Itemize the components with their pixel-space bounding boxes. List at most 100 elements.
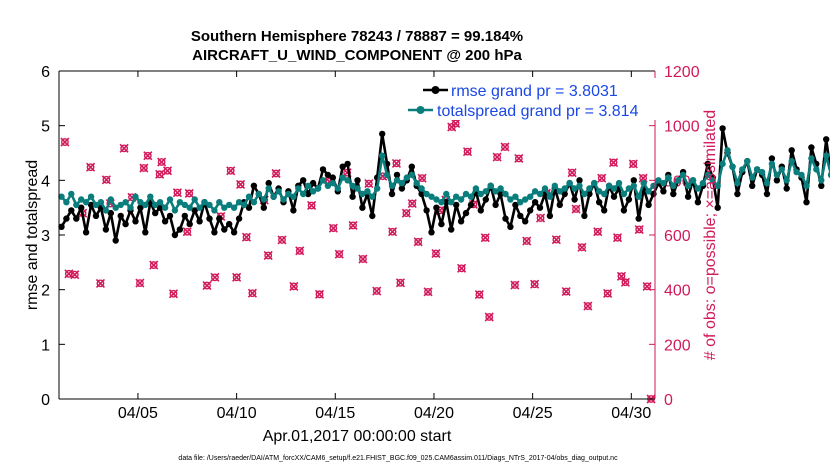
rmse-point (768, 155, 776, 162)
obs-possible-point (451, 119, 460, 128)
obs-assimilated-point (395, 278, 405, 288)
totalspread-point (428, 193, 435, 200)
rmse-point (161, 218, 169, 225)
rmse-point (137, 204, 144, 211)
rmse-point (216, 215, 223, 222)
obs-possible-point (96, 279, 105, 288)
obs-assimilated-point (168, 289, 179, 299)
totalspread-point (201, 199, 208, 206)
obs-possible-point (169, 289, 178, 298)
obs-possible-point (242, 233, 251, 242)
chart-title-line2: AIRCRAFT_U_WIND_COMPONENT @ 200 hPa (192, 47, 522, 64)
totalspread-point (571, 185, 578, 192)
y-tick-label-right: 1000 (664, 119, 700, 136)
obs-possible-point (120, 144, 129, 153)
totalspread-point (477, 190, 484, 198)
totalspread-point (280, 196, 287, 203)
totalspread-point (660, 179, 667, 187)
obs-possible-point (514, 154, 523, 163)
obs-assimilated-point (480, 233, 490, 243)
totalspread-point (448, 199, 455, 206)
totalspread-point (487, 182, 494, 189)
y-tick-label-left: 0 (41, 392, 50, 409)
rmse-point (586, 190, 593, 198)
rmse-point (625, 196, 633, 203)
totalspread-point (270, 193, 277, 200)
rmse-point (448, 226, 455, 233)
rmse-point (502, 215, 509, 222)
totalspread-point (92, 201, 100, 209)
obs-possible-point (295, 246, 304, 255)
rmse-point (156, 204, 164, 211)
obs-possible-point (613, 233, 622, 242)
rmse-point (78, 204, 85, 211)
totalspread-point (305, 182, 312, 189)
obs-possible-point (617, 272, 626, 281)
obs-assimilated-point (241, 232, 252, 242)
rmse-point (122, 220, 129, 228)
x-tick-label: 04/30 (611, 405, 651, 422)
totalspread-point (551, 182, 558, 189)
obs-assimilated-point (139, 163, 149, 173)
obs-assimilated-point (334, 249, 344, 259)
totalspread-point (132, 193, 139, 200)
rmse-point (354, 177, 361, 184)
rmse-point (823, 136, 830, 143)
totalspread-point (147, 193, 154, 200)
obs-assimilated-point (551, 235, 561, 245)
obs-possible-point (629, 160, 638, 168)
rmse-point (226, 220, 233, 228)
obs-assimilated-point (348, 220, 358, 230)
rmse-point (418, 190, 425, 198)
totalspread-point (808, 155, 815, 162)
totalspread-point (240, 201, 248, 209)
rmse-point (467, 201, 475, 209)
obs-possible-point (61, 138, 69, 146)
obs-assimilated-point (232, 272, 242, 282)
obs-assimilated-point (423, 287, 433, 297)
totalspread-point (408, 171, 415, 179)
obs-assimilated-point (263, 250, 273, 261)
totalspread-point (112, 204, 119, 211)
totalspread-point (517, 199, 524, 206)
totalspread-point (319, 177, 327, 184)
obs-possible-point (278, 236, 286, 244)
totalspread-point (369, 193, 376, 200)
totalspread-point (827, 171, 830, 178)
rmse-point (783, 185, 790, 192)
totalspread-point (783, 177, 790, 184)
obs-assimilated-point (484, 312, 494, 322)
totalspread-point (176, 199, 184, 206)
totalspread-point (625, 185, 633, 192)
totalspread-point (541, 185, 549, 192)
obs-possible-point (609, 158, 618, 167)
obs-assimilated-point (530, 279, 540, 289)
rmse-point (260, 204, 267, 211)
obs-possible-point (396, 278, 405, 287)
obs-assimilated-point (391, 158, 402, 168)
totalspread-point (482, 188, 489, 195)
rmse-point (630, 177, 637, 184)
obs-assimilated-point (620, 277, 630, 287)
rmse-point (319, 166, 327, 173)
y-tick-label-left: 6 (41, 64, 50, 81)
obs-possible-point (414, 237, 423, 246)
plot-background (59, 71, 655, 399)
obs-possible-point (343, 168, 352, 177)
totalspread-point (388, 182, 396, 189)
y-tick-label-left: 5 (41, 119, 50, 136)
y-tick-label-right: 400 (664, 283, 691, 300)
totalspread-point (63, 199, 70, 206)
rmse-point (339, 163, 346, 170)
totalspread-point (250, 199, 258, 206)
totalspread-point (502, 190, 509, 198)
x-tick-label: 04/20 (414, 405, 454, 422)
obs-assimilated-point (571, 204, 581, 214)
totalspread-point (329, 179, 336, 187)
rmse-point (221, 226, 228, 233)
rmse-point (349, 193, 356, 200)
rmse-point (457, 218, 465, 225)
obs-assimilated-point (401, 208, 411, 218)
rmse-point (522, 218, 529, 225)
